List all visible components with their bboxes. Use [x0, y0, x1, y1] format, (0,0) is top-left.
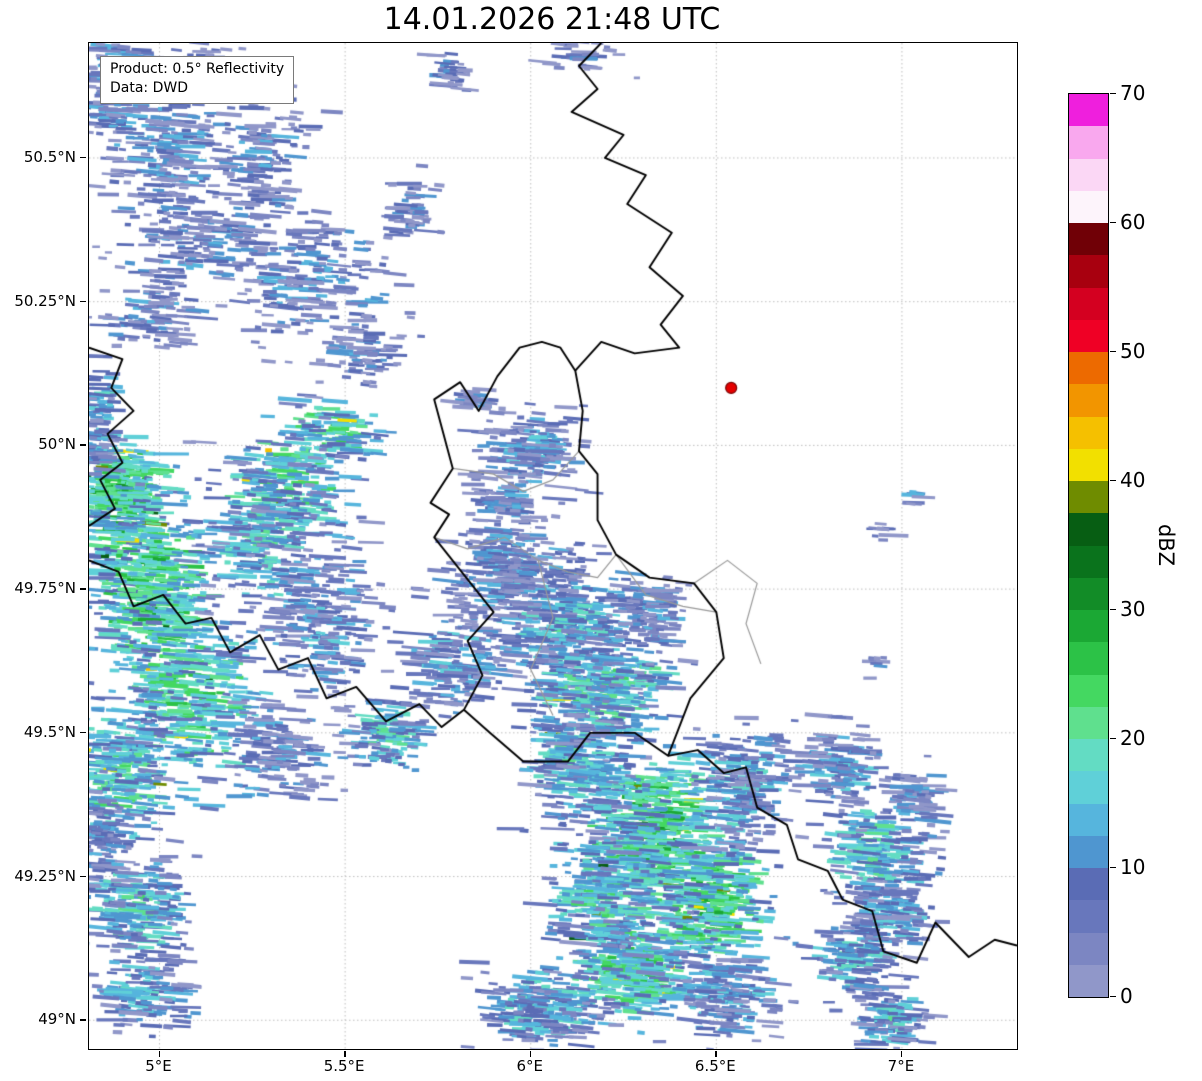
colorbar-segment — [1069, 868, 1108, 901]
colorbar-segment — [1069, 835, 1108, 868]
y-tick-label: 49.25°N — [14, 866, 76, 885]
colorbar-tick-label: 70 — [1120, 81, 1146, 105]
colorbar-segment — [1069, 577, 1108, 610]
colorbar-segment — [1069, 255, 1108, 288]
map-axes: Product: 0.5° Reflectivity Data: DWD — [88, 42, 1018, 1050]
colorbar-tick-label: 30 — [1120, 597, 1146, 621]
colorbar-segment — [1069, 803, 1108, 836]
x-tick-label: 6°E — [516, 1057, 543, 1075]
colorbar-tick-label: 60 — [1120, 210, 1146, 234]
x-tick-label: 5°E — [145, 1057, 172, 1075]
colorbar-segment — [1069, 384, 1108, 417]
x-tick-mark — [900, 1051, 903, 1057]
radar-map-canvas — [89, 43, 1017, 1049]
y-tick-label: 50.25°N — [14, 291, 76, 310]
x-tick-label: 7°E — [887, 1057, 915, 1075]
colorbar-axis-label: dBZ — [1154, 523, 1178, 567]
colorbar-segment — [1069, 94, 1108, 127]
y-tick-label: 49°N — [38, 1010, 76, 1029]
colorbar-segment — [1069, 771, 1108, 804]
colorbar-segment — [1069, 481, 1108, 514]
colorbar-segment — [1069, 964, 1108, 997]
x-tick-mark — [158, 1051, 160, 1057]
x-tick-mark — [529, 1051, 532, 1057]
colorbar-tick-label: 40 — [1120, 468, 1146, 492]
x-tick-mark — [344, 1051, 346, 1057]
colorbar — [1068, 93, 1109, 998]
colorbar-tick-label: 50 — [1120, 339, 1146, 363]
y-tick-mark — [80, 156, 86, 159]
x-tick-mark — [715, 1051, 717, 1057]
colorbar-tick-label: 10 — [1120, 855, 1146, 879]
y-tick-label: 50.5°N — [23, 147, 76, 166]
y-tick-mark — [80, 588, 86, 590]
y-tick-label: 49.5°N — [23, 722, 76, 741]
colorbar-segment — [1069, 287, 1108, 320]
colorbar-segment — [1069, 223, 1108, 256]
figure-title: 14.01.2026 21:48 UTC — [383, 2, 721, 37]
y-tick-label: 50°N — [38, 435, 76, 454]
colorbar-segment — [1069, 319, 1108, 352]
annotation-product-line: Product: 0.5° Reflectivity — [110, 61, 285, 77]
colorbar-segment — [1069, 416, 1108, 449]
colorbar-tick-mark — [1110, 867, 1116, 869]
colorbar-tick-label: 0 — [1120, 984, 1133, 1008]
colorbar-tick-mark — [1110, 351, 1116, 353]
colorbar-segment — [1069, 674, 1108, 707]
colorbar-segment — [1069, 448, 1108, 481]
y-tick-mark — [80, 444, 86, 446]
colorbar-segment — [1069, 158, 1108, 191]
colorbar-segment — [1069, 545, 1108, 578]
colorbar-segment — [1069, 932, 1108, 965]
annotation-data-source-line: Data: DWD — [110, 79, 188, 96]
colorbar-tick-mark — [1110, 738, 1116, 740]
product-annotation-box: Product: 0.5° Reflectivity Data: DWD — [100, 56, 295, 104]
colorbar-tick-label: 20 — [1120, 726, 1146, 750]
colorbar-tick-mark — [1110, 93, 1116, 95]
x-tick-label: 6.5°E — [694, 1057, 736, 1075]
x-tick-label: 5.5°E — [323, 1057, 365, 1075]
y-tick-mark — [80, 1019, 86, 1021]
colorbar-tick-mark — [1110, 609, 1116, 611]
colorbar-segment — [1069, 739, 1108, 772]
colorbar-segment — [1069, 190, 1108, 223]
colorbar-tick-mark — [1110, 222, 1116, 224]
y-tick-mark — [80, 875, 86, 877]
colorbar-segment — [1069, 352, 1108, 385]
y-tick-mark — [80, 731, 86, 734]
colorbar-segment — [1069, 513, 1108, 546]
y-tick-label: 49.75°N — [14, 579, 76, 598]
colorbar-segment — [1069, 610, 1108, 643]
y-tick-mark — [80, 300, 86, 303]
colorbar-segment — [1069, 126, 1108, 159]
colorbar-segment — [1069, 706, 1108, 739]
colorbar-tick-mark — [1110, 480, 1116, 482]
colorbar-segment — [1069, 642, 1108, 675]
colorbar-segment — [1069, 900, 1108, 933]
colorbar-tick-mark — [1110, 996, 1116, 998]
